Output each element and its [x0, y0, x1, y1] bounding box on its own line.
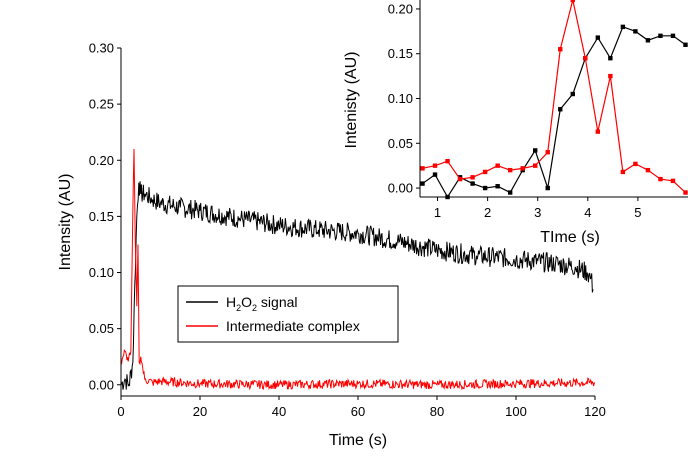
inset-series-1-point-0: [420, 166, 425, 171]
inset-series-0-point-6: [495, 184, 500, 189]
inset-series-line-0: [422, 26, 686, 199]
inset-series-0-point-15: [608, 56, 613, 61]
inset-series-1-point-14: [595, 129, 601, 134]
inset-series-0-point-20: [670, 33, 676, 39]
main-x-tick-label-6: 120: [584, 404, 606, 419]
legend-h2o2-sub1: 2: [236, 303, 241, 313]
main-y-tick-label-3: 0.15: [89, 209, 114, 224]
inset-series-0-point-0: [420, 181, 425, 186]
inset-y-tick-label-1: 0.05: [388, 136, 413, 151]
main-x-tick-label-5: 100: [505, 404, 527, 419]
inset-y-tick-label-4: 0.20: [388, 1, 413, 16]
inset-series-1-point-5: [482, 169, 488, 175]
inset-series-0-point-1: [432, 172, 438, 177]
legend-h2o2-rest: signal: [257, 294, 297, 310]
legend-label-h2o2: H2O2 signal: [226, 294, 298, 313]
inset-y-tick-label-2: 0.10: [388, 91, 413, 106]
main-series-group: [120, 149, 596, 391]
inset-x-tick-label-0: 1: [434, 205, 441, 220]
legend-box: [177, 285, 399, 343]
main-y-tick-label-2: 0.10: [89, 265, 114, 280]
inset-series-0-point-7: [507, 190, 513, 195]
inset-series-0-point-10: [545, 185, 550, 191]
inset-series-0-point-21: [683, 42, 688, 47]
inset-plot: 1 2 3 4 5 0.00 0.05 0.10 0.15 0.20 TIme (s) Inte…: [343, 0, 688, 246]
inset-series-1-point-10: [545, 150, 550, 155]
inset-series-1-point-15: [608, 73, 613, 79]
inset-series-1-point-9: [533, 163, 538, 168]
inset-series-1-point-8: [520, 166, 525, 171]
inset-y-tick-label-0: 0.00: [388, 181, 413, 196]
inset-series-1-point-13: [583, 56, 588, 61]
inset-series-1-point-12: [570, 0, 575, 3]
inset-series-0-point-19: [658, 33, 663, 39]
main-y-tick-label-0: 0.00: [89, 377, 114, 392]
inset-series-0-point-4: [470, 181, 475, 186]
main-x-tick-label-3: 60: [351, 404, 365, 419]
inset-y-axis-title: Intenisty (AU): [343, 52, 360, 149]
inset-x-tick-label-2: 3: [534, 205, 541, 220]
inset-series-1-point-4: [470, 175, 475, 180]
inset-x-axis-title: TIme (s): [540, 229, 600, 246]
legend-h2o2-sub2: 2: [252, 303, 257, 313]
inset-x-tick-label-4: 5: [634, 205, 641, 220]
inset-series-0-point-16: [620, 24, 626, 30]
inset-series-1-point-19: [658, 176, 663, 182]
inset-series-0-point-14: [595, 35, 601, 40]
inset-series-1-point-21: [683, 190, 688, 195]
inset-series-line-1: [422, 0, 686, 193]
inset-series-0-point-9: [533, 148, 538, 153]
inset-x-tick-label-1: 2: [484, 205, 491, 220]
main-y-axis-title: Intensity (AU): [57, 174, 74, 271]
legend: H2O2 signal Intermediate complex: [177, 285, 399, 343]
legend-h2o2-mid: O: [241, 294, 252, 310]
inset-x-ticks: 1 2 3 4 5: [434, 197, 642, 220]
inset-series-1-point-3: [457, 176, 463, 182]
main-x-ticks: 0 20 40 60 80 100 120: [117, 396, 606, 419]
main-x-axis-title: Time (s): [329, 432, 387, 449]
inset-series-1-point-2: [445, 158, 450, 164]
inset-y-tick-label-3: 0.15: [388, 46, 413, 61]
main-y-ticks: 0.00 0.05 0.10 0.15 0.20 0.25 0.30: [89, 41, 121, 392]
inset-x-tick-label-3: 4: [584, 205, 591, 220]
main-y-tick-label-5: 0.25: [89, 97, 114, 112]
inset-series-0-point-17: [633, 29, 638, 34]
main-y-tick-label-6: 0.30: [89, 41, 114, 56]
inset-series-0-point-18: [645, 38, 651, 43]
legend-h2o2-base: H: [226, 294, 236, 310]
inset-series-1-point-1: [432, 163, 438, 168]
legend-label-intermediate: Intermediate complex: [226, 318, 360, 334]
main-series-line-0: [120, 181, 594, 390]
inset-series-1-point-17: [633, 161, 638, 167]
main-x-tick-label-2: 40: [272, 404, 286, 419]
main-y-tick-label-1: 0.05: [89, 321, 114, 336]
inset-series-0-point-5: [482, 185, 488, 191]
inset-series-group: [420, 0, 688, 200]
inset-series-1-point-6: [495, 163, 500, 168]
main-x-tick-label-0: 0: [117, 404, 124, 419]
inset-series-1-point-7: [507, 167, 513, 173]
main-series-line-1: [120, 149, 596, 391]
main-x-tick-label-4: 80: [430, 404, 444, 419]
main-y-tick-label-4: 0.20: [89, 153, 114, 168]
inset-series-0-point-12: [570, 91, 575, 97]
inset-series-1-point-18: [645, 167, 651, 173]
inset-series-1-point-16: [620, 169, 626, 175]
inset-series-1-point-11: [558, 47, 563, 52]
main-x-tick-label-1: 20: [193, 404, 207, 419]
inset-y-ticks: 0.00 0.05 0.10 0.15 0.20: [388, 1, 420, 196]
inset-series-0-point-11: [558, 107, 563, 112]
inset-series-1-point-20: [670, 178, 676, 184]
main-plot: 0 20 40 60 80 100 120 0.00 0.05 0.10 0.15 0.20 0.25…: [57, 41, 606, 450]
